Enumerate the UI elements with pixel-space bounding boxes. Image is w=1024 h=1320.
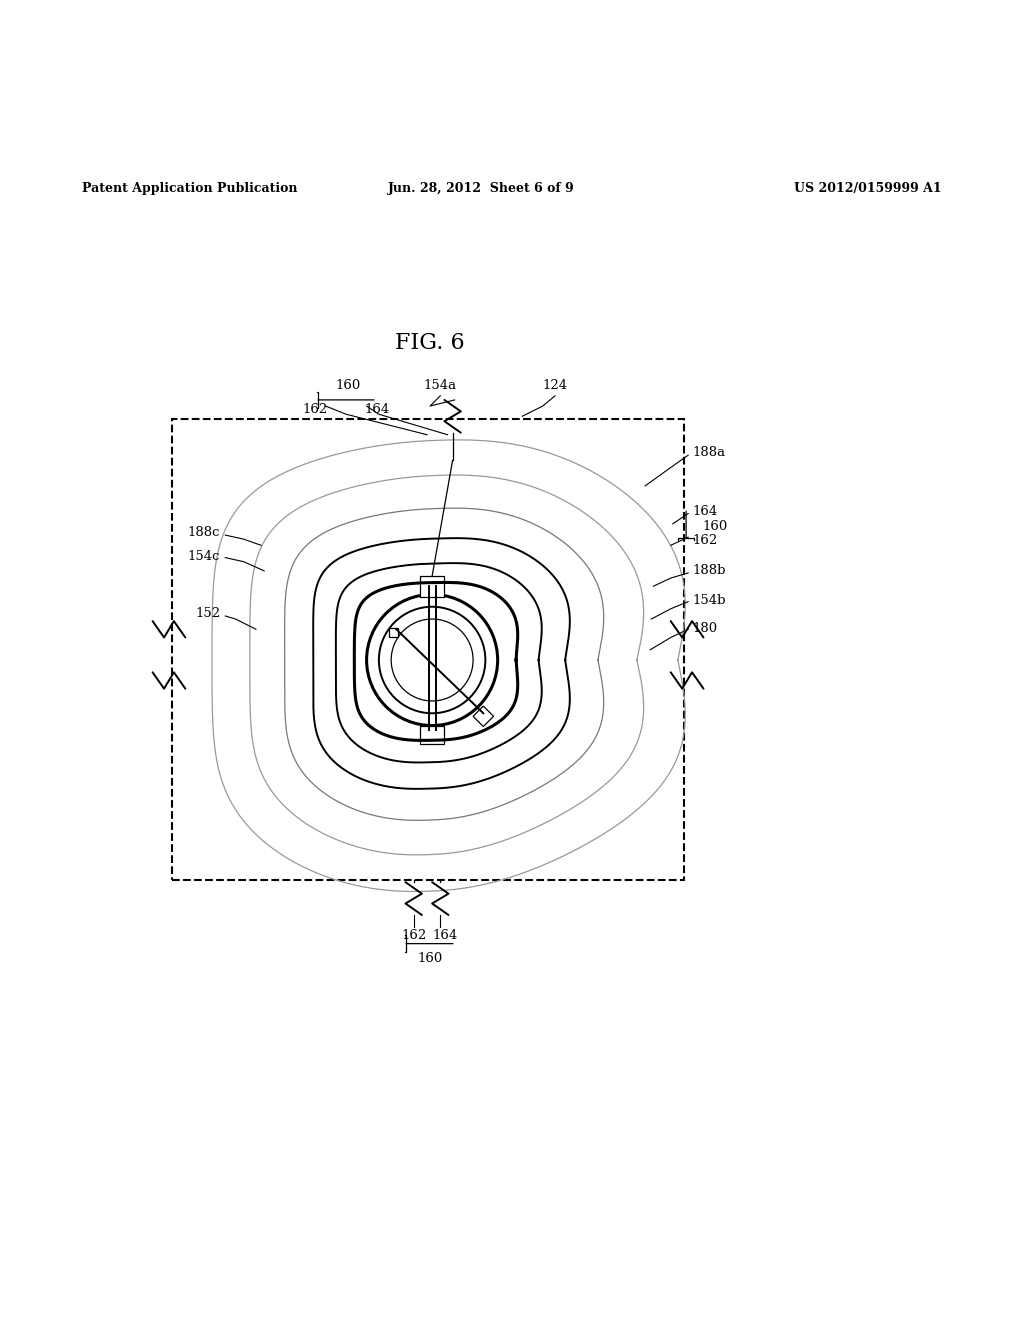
Text: 152: 152	[195, 607, 220, 620]
Bar	[389, 628, 397, 638]
Text: 154b: 154b	[692, 594, 726, 607]
Text: 164: 164	[365, 403, 389, 416]
Text: 160: 160	[418, 952, 442, 965]
Text: Jun. 28, 2012  Sheet 6 of 9: Jun. 28, 2012 Sheet 6 of 9	[388, 182, 574, 195]
Text: 164: 164	[692, 506, 718, 517]
Text: 160: 160	[336, 379, 360, 392]
Text: 188b: 188b	[692, 565, 726, 577]
Text: 180: 180	[692, 622, 718, 635]
Text: FIG. 6: FIG. 6	[395, 331, 465, 354]
Text: Patent Application Publication: Patent Application Publication	[82, 182, 297, 195]
Text: 162: 162	[692, 533, 718, 546]
Text: 124: 124	[543, 379, 567, 392]
Text: 164: 164	[433, 929, 458, 942]
Text: 188a: 188a	[692, 446, 725, 458]
Text: 188c: 188c	[187, 525, 220, 539]
Text: US 2012/0159999 A1: US 2012/0159999 A1	[795, 182, 942, 195]
Bar	[420, 576, 444, 597]
Bar	[420, 726, 444, 744]
Text: 154c: 154c	[187, 550, 220, 564]
Text: 162: 162	[303, 403, 328, 416]
Text: 160: 160	[702, 520, 728, 533]
Text: 154a: 154a	[424, 379, 457, 392]
Text: 162: 162	[401, 929, 426, 942]
Polygon shape	[473, 706, 494, 726]
Bar	[172, 420, 684, 880]
